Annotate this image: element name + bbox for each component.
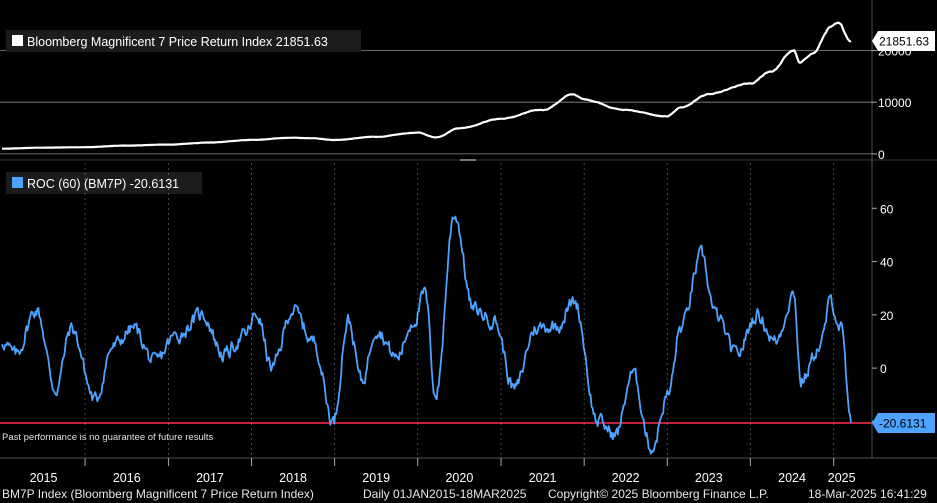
roc-chart-panel: -200204060ROC (60) (BM7P) -20.6131-20.61… <box>0 172 935 455</box>
roc-badge-shape <box>872 413 935 434</box>
year-label: 2024 <box>778 471 806 485</box>
year-label: 2015 <box>30 471 58 485</box>
year-label: 2022 <box>612 471 640 485</box>
price-badge-shape <box>872 30 935 51</box>
footer-bar: BM7P Index (Bloomberg Magnificent 7 Pric… <box>0 485 937 503</box>
x-axis: 2015 2016 2017 2018 2019 2020 2021 2022 2023 2024… <box>0 163 937 485</box>
roc-y-tick-label: 20 <box>880 309 894 323</box>
footer-date-range: Daily 01JAN2015-18MAR2025 <box>363 487 527 501</box>
footer-index-description: BM7P Index (Bloomberg Magnificent 7 Pric… <box>2 487 314 501</box>
year-label: 2020 <box>445 471 473 485</box>
price-last-value-badge: 21851.63 <box>872 30 935 51</box>
roc-y-tick-label: 0 <box>880 362 887 376</box>
roc-legend-label: ROC (60) (BM7P) -20.6131 <box>27 177 179 191</box>
disclaimer-text: Past performance is no guarantee of futu… <box>2 432 214 443</box>
price-badge-label: 21851.63 <box>879 34 929 48</box>
year-label: 2025 <box>828 471 856 485</box>
roc-legend: ROC (60) (BM7P) -20.6131 <box>6 172 202 194</box>
chart-frame <box>0 0 937 458</box>
price-series-line <box>2 21 852 150</box>
roc-y-tick-label: 40 <box>880 256 894 270</box>
price-y-tick-label: 0 <box>878 148 885 162</box>
roc-legend-swatch <box>12 177 23 188</box>
year-label: 2017 <box>196 471 224 485</box>
footer-timestamp: 18-Mar-2025 16:41:29 <box>808 487 927 501</box>
roc-series-line <box>1 215 852 455</box>
price-legend: Bloomberg Magnificent 7 Price Return Ind… <box>6 30 361 52</box>
price-legend-label: Bloomberg Magnificent 7 Price Return Ind… <box>27 35 328 49</box>
roc-legend-box <box>6 172 202 194</box>
roc-y-tick-label: 60 <box>880 202 894 216</box>
price-legend-swatch <box>12 35 23 46</box>
roc-last-value-badge: -20.6131 <box>872 413 935 434</box>
price-legend-box <box>6 30 361 52</box>
year-label: 2019 <box>362 471 390 485</box>
footer-copyright: Copyright© 2025 Bloomberg Finance L.P. <box>548 487 769 501</box>
year-label: 2016 <box>113 471 141 485</box>
year-label: 2021 <box>529 471 557 485</box>
roc-badge-label: -20.6131 <box>879 417 927 431</box>
year-label: 2018 <box>279 471 307 485</box>
year-label: 2023 <box>695 471 723 485</box>
price-y-tick-label: 10000 <box>878 96 912 110</box>
